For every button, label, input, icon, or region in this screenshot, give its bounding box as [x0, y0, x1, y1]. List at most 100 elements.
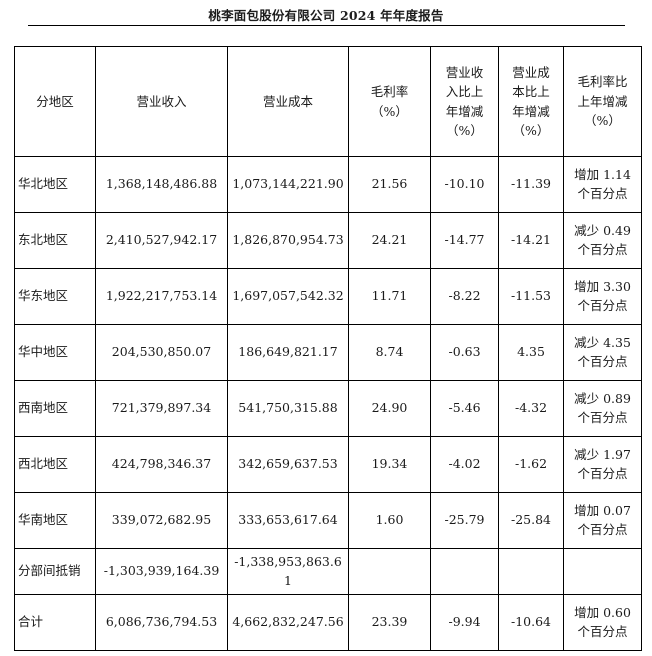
column-header-gross-margin-line2: （%）	[371, 103, 408, 119]
cell-region: 西北地区	[14, 436, 96, 493]
cell-margin-yoy	[563, 548, 642, 595]
cell-margin-yoy: 增加 0.07 个百分点	[563, 492, 642, 549]
cell-margin-yoy-line1: 减少 4.35	[574, 334, 631, 350]
column-header-cost: 营业成本	[227, 46, 349, 157]
cell-cost-yoy: -11.53	[498, 268, 564, 325]
column-header-cost-yoy: 营业成 本比上 年增减 （%）	[498, 46, 564, 157]
cell-revenue-yoy	[430, 548, 499, 595]
cell-cost: 1,826,870,954.73	[227, 212, 349, 269]
cell-margin-yoy: 减少 0.89 个百分点	[563, 380, 642, 437]
cell-revenue: 721,379,897.34	[95, 380, 228, 437]
cell-cost-yoy: -25.84	[498, 492, 564, 549]
cell-margin-yoy-line2: 个百分点	[577, 521, 628, 537]
cell-region: 分部间抵销	[14, 548, 96, 595]
cell-revenue: 424,798,346.37	[95, 436, 228, 493]
cell-region: 西南地区	[14, 380, 96, 437]
cell-gross-margin: 24.21	[348, 212, 431, 269]
cell-revenue: -1,303,939,164.39	[95, 548, 228, 595]
column-header-gross-margin-line1: 毛利率	[370, 84, 409, 100]
cell-margin-yoy-line2: 个百分点	[577, 353, 628, 369]
column-header-cost-yoy-line1: 营业成	[512, 64, 550, 80]
cell-cost-yoy: -1.62	[498, 436, 564, 493]
column-header-revenue: 营业收入	[95, 46, 228, 157]
cell-revenue-yoy: -4.02	[430, 436, 499, 493]
cell-revenue: 1,368,148,486.88	[95, 156, 228, 213]
page-header-title: 桃李面包股份有限公司 2024 年年度报告	[208, 8, 444, 23]
cell-margin-yoy: 增加 3.30 个百分点	[563, 268, 642, 325]
cell-margin-yoy-line1: 增加 3.30	[574, 278, 631, 294]
table-row: 华北地区 1,368,148,486.88 1,073,144,221.90 2…	[14, 156, 642, 213]
cell-margin-yoy-line2: 个百分点	[577, 185, 628, 201]
table-row: 东北地区 2,410,527,942.17 1,826,870,954.73 2…	[14, 212, 642, 269]
cell-region: 华北地区	[14, 156, 96, 213]
table-row: 华南地区 339,072,682.95 333,653,617.64 1.60 …	[14, 492, 642, 549]
cell-margin-yoy-line1: 减少 1.97	[574, 446, 631, 462]
column-header-gross-margin: 毛利率 （%）	[348, 46, 431, 157]
cell-cost-yoy: -10.64	[498, 594, 564, 651]
cell-margin-yoy: 减少 4.35 个百分点	[563, 324, 642, 381]
cell-margin-yoy: 减少 0.49 个百分点	[563, 212, 642, 269]
cell-margin-yoy-line2: 个百分点	[577, 465, 628, 481]
column-header-margin-yoy: 毛利率比 上年增减 （%）	[563, 46, 642, 157]
segment-revenue-table-container: 分地区 营业收入 营业成本 毛利率 （%） 营业收 入比上 年增减 （%） 营业…	[14, 46, 642, 651]
column-header-region: 分地区	[14, 46, 96, 157]
cell-gross-margin: 8.74	[348, 324, 431, 381]
table-row: 华中地区 204,530,850.07 186,649,821.17 8.74 …	[14, 324, 642, 381]
cell-cost-yoy: -14.21	[498, 212, 564, 269]
cell-margin-yoy: 减少 1.97 个百分点	[563, 436, 642, 493]
cell-margin-yoy-line2: 个百分点	[577, 409, 628, 425]
column-header-revenue-yoy-line2: 入比上	[445, 84, 484, 100]
cell-region: 华东地区	[14, 268, 96, 325]
cell-revenue-yoy: -9.94	[430, 594, 499, 651]
column-header-cost-yoy-line4: （%）	[512, 122, 550, 138]
cell-gross-margin: 24.90	[348, 380, 431, 437]
cell-cost-yoy	[498, 548, 564, 595]
cell-margin-yoy-line1: 减少 0.49	[574, 222, 631, 238]
cell-margin-yoy: 增加 0.60 个百分点	[563, 594, 642, 651]
cell-region: 华中地区	[14, 324, 96, 381]
cell-region: 合计	[14, 594, 96, 651]
cell-margin-yoy-line1: 增加 0.07	[574, 502, 631, 518]
cell-cost: 333,653,617.64	[227, 492, 349, 549]
cell-revenue-yoy: -8.22	[430, 268, 499, 325]
table-row-total: 合计 6,086,736,794.53 4,662,832,247.56 23.…	[14, 594, 642, 651]
cell-margin-yoy-line1: 增加 0.60	[574, 604, 631, 620]
cell-cost-yoy: 4.35	[498, 324, 564, 381]
column-header-margin-yoy-line2: 上年增减	[577, 93, 628, 109]
cell-region: 东北地区	[14, 212, 96, 269]
cell-region: 华南地区	[14, 492, 96, 549]
cell-cost: 186,649,821.17	[227, 324, 349, 381]
cell-gross-margin: 1.60	[348, 492, 431, 549]
column-header-revenue-yoy-line1: 营业收	[445, 64, 484, 80]
header-divider-rule	[28, 25, 625, 26]
cell-cost: -1,338,953,863.61	[227, 548, 349, 595]
cell-cost: 342,659,637.53	[227, 436, 349, 493]
cell-margin-yoy-line1: 增加 1.14	[574, 166, 631, 182]
running-header: 桃李面包股份有限公司 2024 年年度报告	[0, 0, 652, 40]
cell-margin-yoy-line2: 个百分点	[577, 241, 628, 257]
table-row: 华东地区 1,922,217,753.14 1,697,057,542.32 1…	[14, 268, 642, 325]
column-header-cost-yoy-line2: 本比上	[512, 84, 550, 100]
cell-cost: 1,073,144,221.90	[227, 156, 349, 213]
table-row: 西北地区 424,798,346.37 342,659,637.53 19.34…	[14, 436, 642, 493]
table-row-intersegment-elimination: 分部间抵销 -1,303,939,164.39 -1,338,953,863.6…	[14, 548, 642, 595]
cell-revenue-yoy: -14.77	[430, 212, 499, 269]
cell-gross-margin	[348, 548, 431, 595]
cell-cost: 1,697,057,542.32	[227, 268, 349, 325]
cell-revenue-yoy: -5.46	[430, 380, 499, 437]
column-header-revenue-yoy-line4: （%）	[446, 122, 483, 138]
table-header-row: 分地区 营业收入 营业成本 毛利率 （%） 营业收 入比上 年增减 （%） 营业…	[14, 46, 642, 157]
column-header-revenue-yoy-line3: 年增减	[445, 103, 484, 119]
cell-margin-yoy-line2: 个百分点	[577, 297, 628, 313]
cell-revenue-yoy: -10.10	[430, 156, 499, 213]
cell-margin-yoy: 增加 1.14 个百分点	[563, 156, 642, 213]
cell-gross-margin: 19.34	[348, 436, 431, 493]
cell-revenue: 339,072,682.95	[95, 492, 228, 549]
cell-revenue: 204,530,850.07	[95, 324, 228, 381]
cell-cost: 541,750,315.88	[227, 380, 349, 437]
cell-revenue: 2,410,527,942.17	[95, 212, 228, 269]
cell-margin-yoy-line1: 减少 0.89	[574, 390, 631, 406]
cell-gross-margin: 21.56	[348, 156, 431, 213]
cell-margin-yoy-line2: 个百分点	[577, 623, 628, 639]
